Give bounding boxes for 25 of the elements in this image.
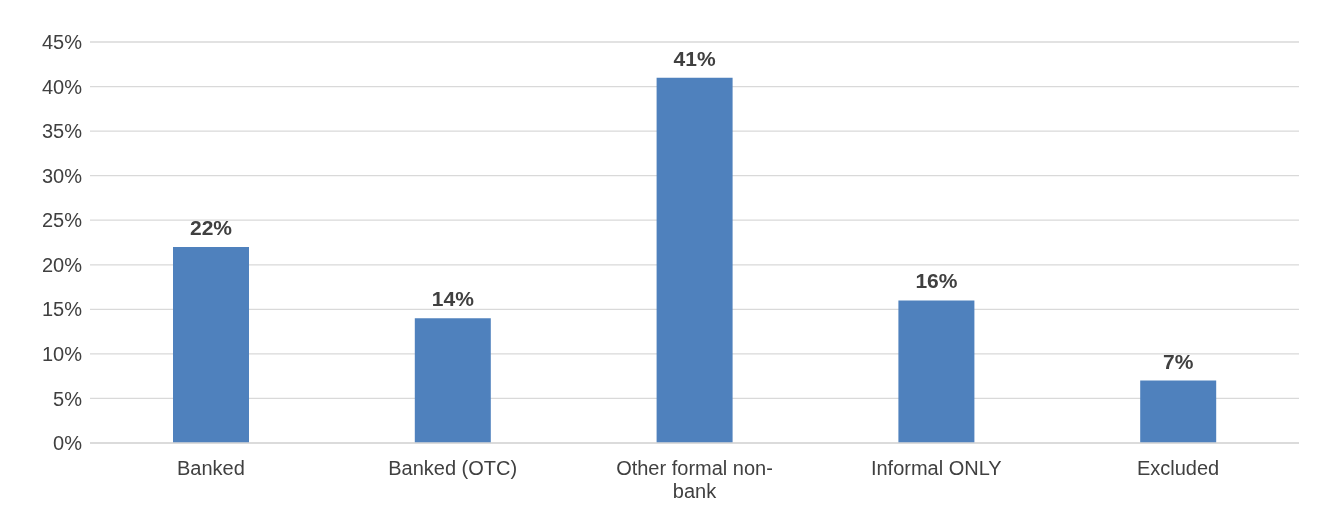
bar [656, 77, 733, 443]
x-tick-label: Other formal non-bank [616, 457, 773, 502]
data-label: 14% [431, 287, 475, 311]
bar [414, 318, 491, 443]
y-tick-label: 25% [41, 209, 83, 232]
y-tick-label: 20% [41, 253, 83, 276]
bar [173, 246, 249, 443]
y-tick-label: 40% [41, 75, 83, 98]
x-tick-label: Banked (OTC) [388, 457, 518, 479]
data-label: 7% [1163, 349, 1194, 373]
y-tick-label: 15% [41, 298, 83, 321]
x-tick-label: Informal ONLY [870, 457, 1002, 479]
x-tick-label: Banked [176, 457, 245, 479]
y-tick-label: 35% [41, 120, 83, 143]
y-tick-label: 0% [53, 432, 83, 455]
y-tick-label: 45% [41, 31, 83, 54]
y-tick-label: 10% [41, 342, 83, 365]
bar [1140, 380, 1217, 443]
bar [898, 300, 975, 443]
data-label: 16% [915, 269, 958, 293]
data-label: 41% [673, 46, 716, 70]
x-tick-label: Excluded [1136, 457, 1220, 479]
y-tick-label: 30% [41, 164, 83, 187]
y-tick-label: 5% [53, 387, 83, 410]
data-label: 22% [189, 215, 233, 239]
